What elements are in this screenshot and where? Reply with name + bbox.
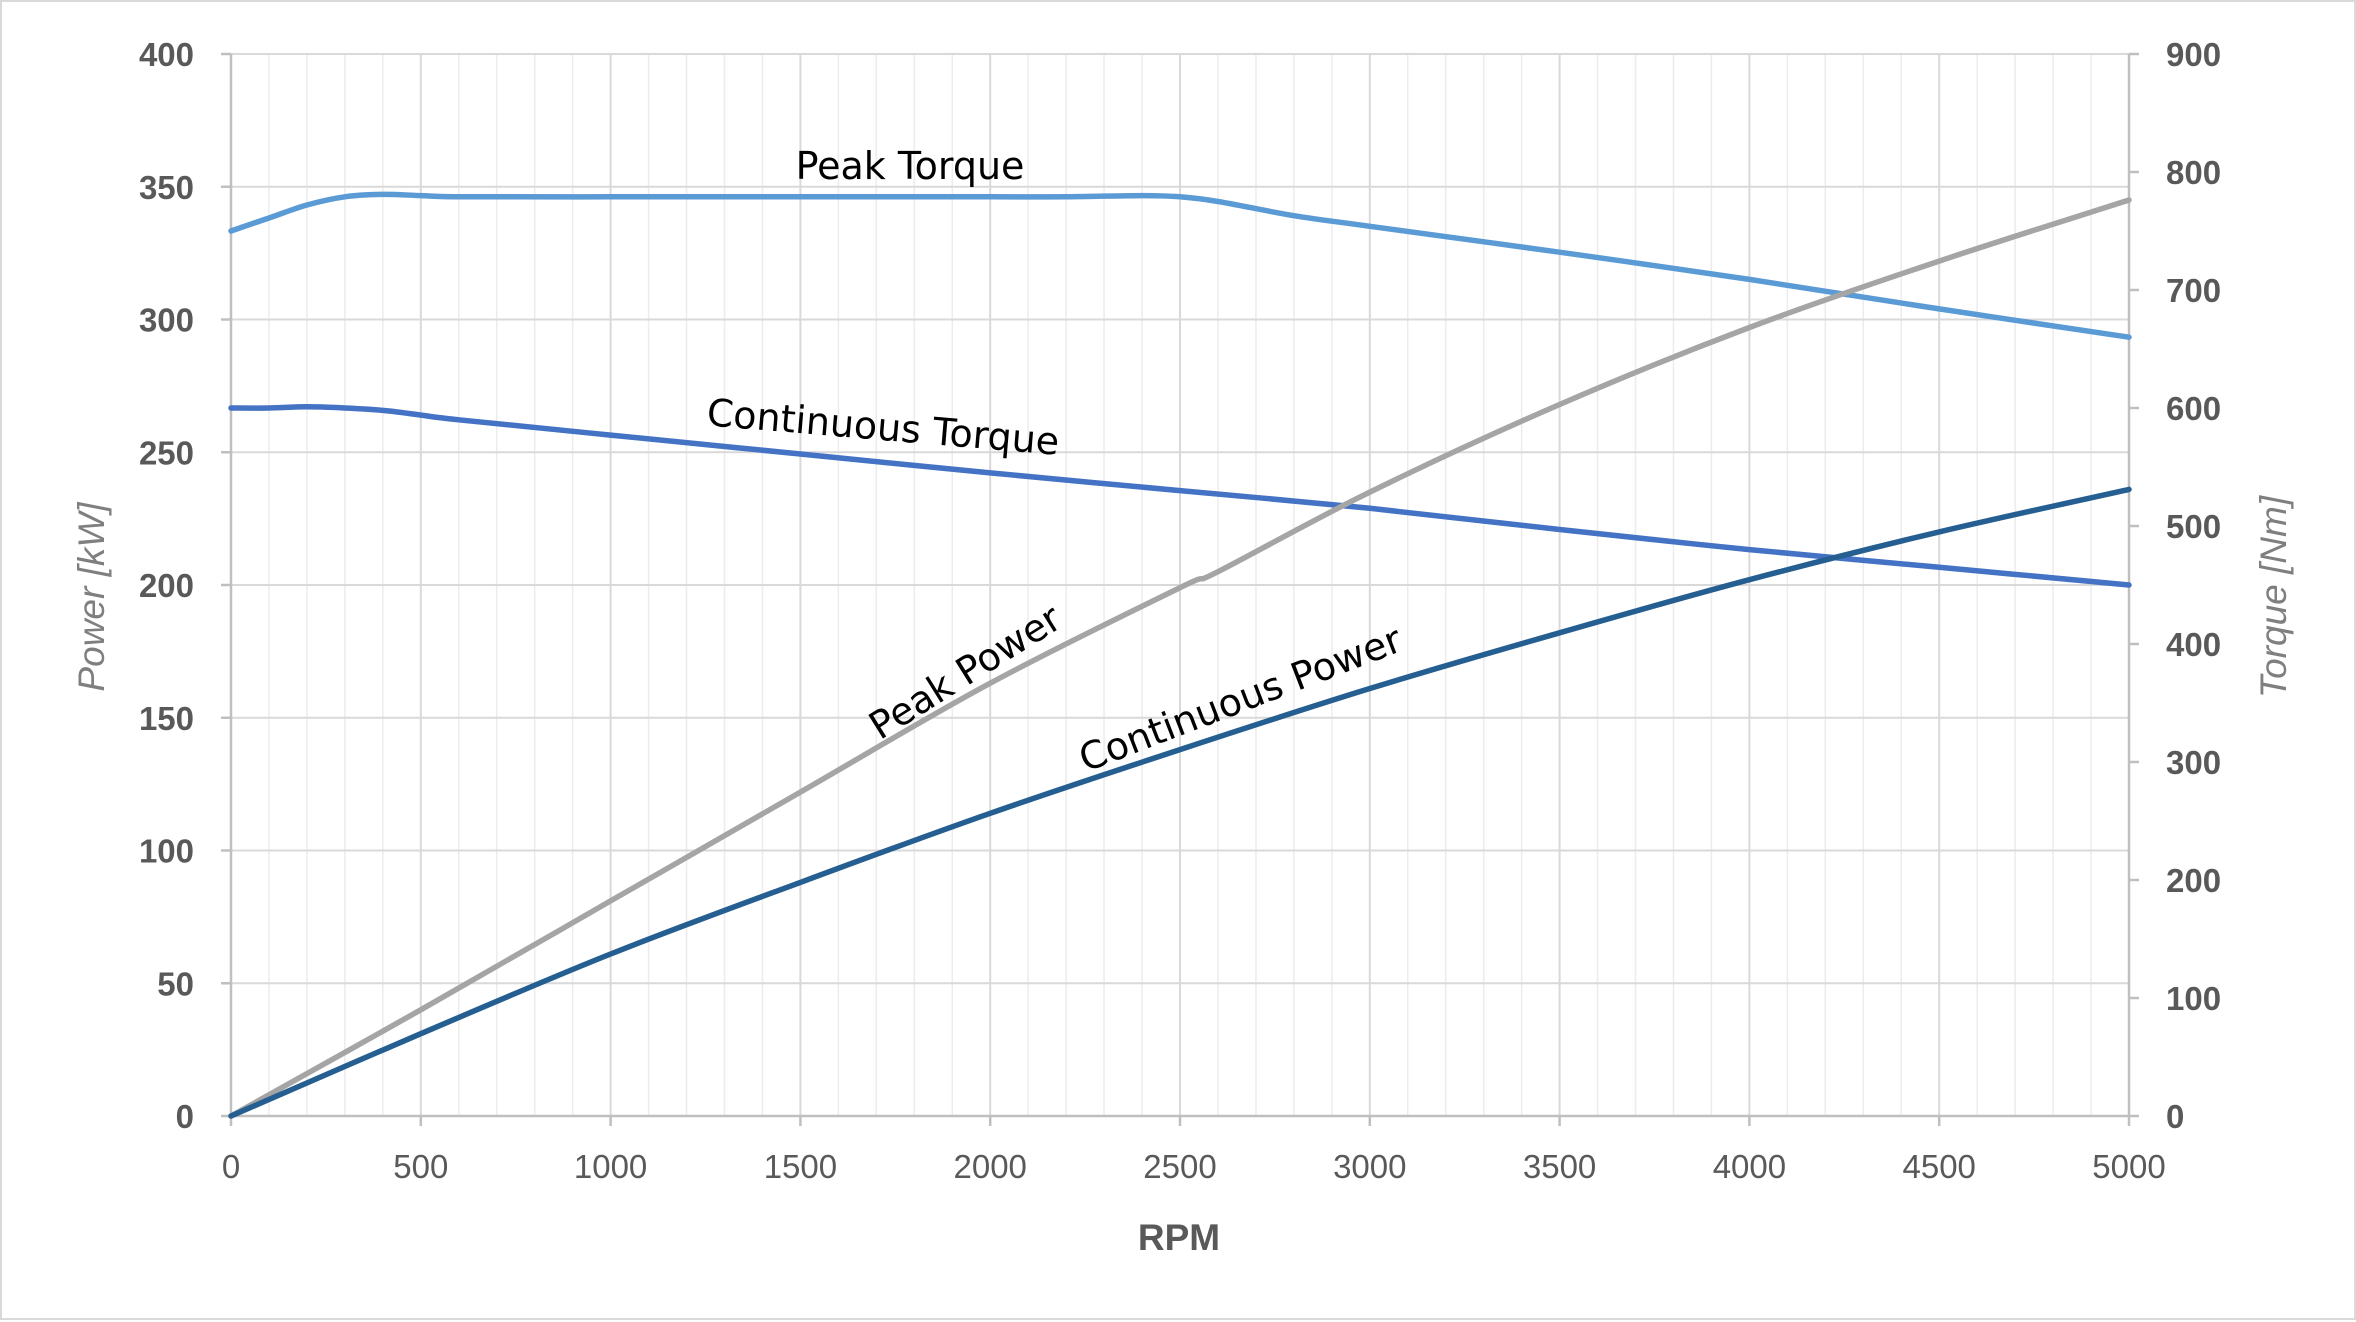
- y-left-tick-label: 400: [139, 36, 194, 73]
- series-line-peak-power: [228, 197, 2132, 1119]
- x-tick-label: 2500: [1143, 1148, 1216, 1185]
- y-right-tick-labels: 0 100 200 300 400 500 600 700 800 900: [2166, 36, 2221, 1135]
- y-right-tick-label: 200: [2166, 862, 2221, 899]
- series-line-peak-torque: [228, 191, 2132, 340]
- series-label-peak-power: Peak Power: [861, 596, 1069, 749]
- series-line-continuous-power: [228, 486, 2132, 1119]
- y-right-tick-label: 300: [2166, 744, 2221, 781]
- x-tick-label: 0: [222, 1148, 240, 1185]
- y-right-tick-label: 0: [2166, 1098, 2184, 1135]
- y-left-tick-label: 300: [139, 302, 194, 339]
- y-right-tick-label: 900: [2166, 36, 2221, 73]
- series-line-continuous-torque: [228, 404, 2132, 588]
- y-left-tick-label: 50: [157, 965, 194, 1002]
- x-tick-label: 1000: [574, 1148, 647, 1185]
- y-left-tick-label: 200: [139, 567, 194, 604]
- x-tick-labels: 0 500 1000 1500 2000 2500 3000 3500 4000 4500 5000: [222, 1148, 2166, 1185]
- y-left-tick-label: 150: [139, 700, 194, 737]
- x-tick-label: 4500: [1902, 1148, 1975, 1185]
- series-label-continuous-power: Continuous Power: [1073, 617, 1408, 781]
- x-tick-label: 3500: [1523, 1148, 1596, 1185]
- y-left-tick-label: 0: [176, 1098, 194, 1135]
- x-axis-title: RPM: [1138, 1217, 1220, 1258]
- y-left-tick-label: 100: [139, 833, 194, 870]
- y-right-tick-label: 400: [2166, 626, 2221, 663]
- x-tick-label: 2000: [953, 1148, 1026, 1185]
- series-lines: [228, 191, 2132, 1119]
- series-label-peak-torque: Peak Torque: [796, 144, 1025, 188]
- y-right-tick-label: 100: [2166, 980, 2221, 1017]
- y-right-tick-label: 600: [2166, 390, 2221, 427]
- y-right-axis-title: Torque [Nm]: [2253, 495, 2294, 698]
- x-tick-label: 500: [393, 1148, 448, 1185]
- y-left-tick-labels: 0 50 100 150 200 250 300 350 400: [139, 36, 194, 1135]
- y-right-tick-label: 800: [2166, 154, 2221, 191]
- x-tick-label: 5000: [2092, 1148, 2165, 1185]
- x-tick-label: 1500: [764, 1148, 837, 1185]
- y-right-tick-label: 700: [2166, 272, 2221, 309]
- y-right-tick-label: 500: [2166, 508, 2221, 545]
- x-tick-label: 3000: [1333, 1148, 1406, 1185]
- y-left-tick-label: 350: [139, 169, 194, 206]
- x-tick-label: 4000: [1713, 1148, 1786, 1185]
- y-left-axis-title: Power [kW]: [71, 502, 112, 692]
- y-left-tick-label: 250: [139, 434, 194, 471]
